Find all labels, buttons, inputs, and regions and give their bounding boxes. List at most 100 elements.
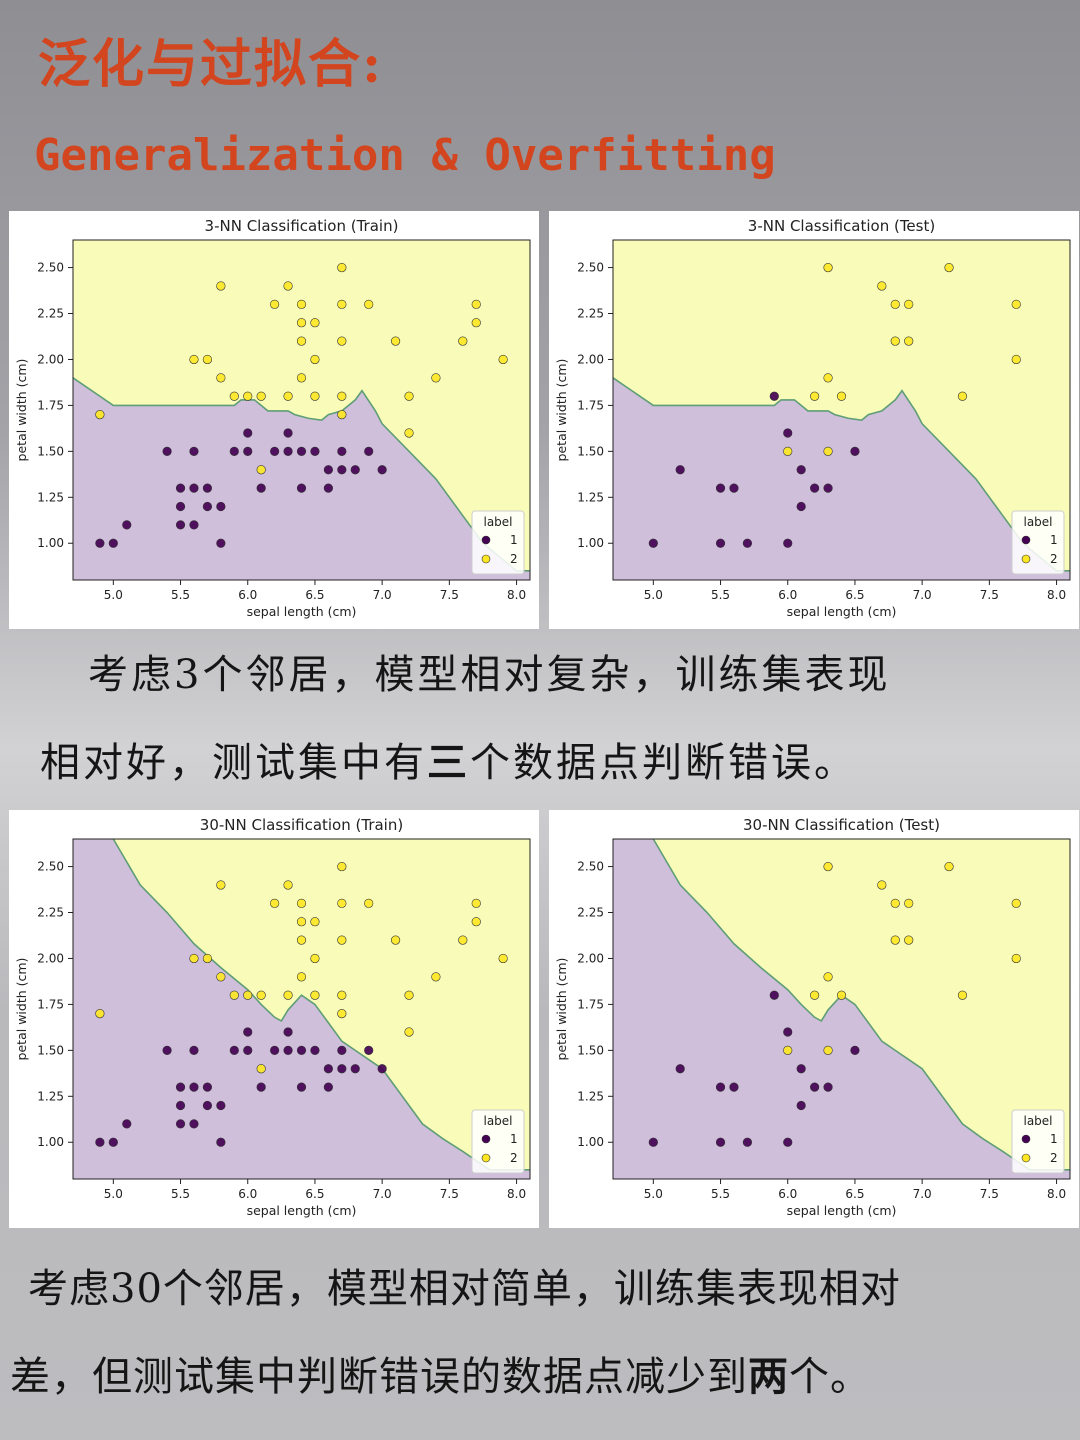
legend-marker-2 bbox=[1021, 1153, 1031, 1163]
chart-title: 3-NN Classification (Train) bbox=[205, 217, 399, 235]
point-class-1 bbox=[810, 483, 820, 493]
point-class-2 bbox=[890, 898, 900, 908]
point-class-2 bbox=[337, 898, 347, 908]
point-class-1 bbox=[337, 446, 347, 456]
x-tick-label: 6.0 bbox=[238, 588, 257, 602]
point-class-2 bbox=[783, 446, 793, 456]
region-class-1 bbox=[73, 377, 530, 580]
point-class-1 bbox=[283, 428, 293, 438]
point-class-1 bbox=[850, 446, 860, 456]
point-class-1 bbox=[742, 1137, 753, 1147]
point-class-2 bbox=[957, 391, 968, 401]
y-tick-label: 1.25 bbox=[577, 490, 604, 504]
y-tick-label: 1.00 bbox=[37, 536, 64, 550]
point-class-2 bbox=[337, 336, 347, 346]
point-class-1 bbox=[377, 1064, 387, 1074]
region-class-1 bbox=[613, 839, 1070, 1179]
x-tick-label: 6.0 bbox=[238, 1187, 257, 1201]
x-tick-label: 5.0 bbox=[104, 1187, 123, 1201]
chart-svg: 30-NN Classification (Test) 5.0 5.5 6.0 6.5 7… bbox=[554, 816, 1071, 1218]
point-class-2 bbox=[296, 917, 307, 927]
point-class-2 bbox=[310, 318, 320, 328]
point-class-2 bbox=[431, 972, 441, 982]
point-class-2 bbox=[890, 935, 900, 945]
point-class-2 bbox=[310, 354, 320, 365]
legend-marker-1 bbox=[1021, 1134, 1031, 1144]
point-class-2 bbox=[216, 880, 226, 890]
legend-marker-1 bbox=[481, 1134, 491, 1144]
point-class-2 bbox=[310, 990, 320, 1000]
point-class-2 bbox=[296, 373, 307, 383]
x-tick-label: 5.5 bbox=[711, 1187, 730, 1201]
chart-30nn-test: 30-NN Classification (Test) 5.0 5.5 6.0 6.5 7… bbox=[549, 810, 1079, 1228]
point-class-2 bbox=[904, 299, 914, 309]
x-tick-label: 6.5 bbox=[305, 1187, 324, 1201]
y-tick-label: 1.75 bbox=[577, 398, 604, 412]
point-class-2 bbox=[404, 391, 414, 401]
point-class-1 bbox=[796, 501, 806, 512]
point-class-1 bbox=[310, 446, 320, 456]
point-class-1 bbox=[729, 1082, 739, 1092]
point-class-1 bbox=[715, 538, 726, 548]
point-class-1 bbox=[364, 1045, 374, 1055]
point-class-2 bbox=[296, 318, 307, 328]
x-tick-label: 5.5 bbox=[711, 588, 730, 602]
x-tick-label: 6.5 bbox=[305, 588, 324, 602]
point-class-2 bbox=[216, 281, 226, 291]
point-class-1 bbox=[270, 446, 280, 456]
point-class-2 bbox=[890, 336, 900, 346]
point-class-2 bbox=[823, 262, 833, 273]
plot-frame bbox=[72, 838, 531, 1180]
x-tick-label: 5.5 bbox=[171, 1187, 190, 1201]
chart-title: 3-NN Classification (Test) bbox=[748, 217, 935, 235]
x-tick-label: 5.0 bbox=[644, 1187, 663, 1201]
legend-label-2: 2 bbox=[510, 1151, 518, 1165]
point-class-1 bbox=[675, 465, 685, 475]
point-class-1 bbox=[108, 1137, 118, 1147]
point-class-2 bbox=[1011, 898, 1021, 908]
point-class-1 bbox=[783, 1027, 793, 1037]
title-chinese: 泛化与过拟合: bbox=[38, 34, 384, 95]
x-tick-label: 5.0 bbox=[104, 588, 123, 602]
region-class-1 bbox=[613, 377, 1070, 580]
point-class-2 bbox=[202, 354, 213, 365]
point-class-2 bbox=[810, 391, 820, 401]
point-class-1 bbox=[323, 465, 333, 475]
y-tick-label: 2.50 bbox=[577, 261, 604, 275]
y-tick-label: 2.50 bbox=[577, 860, 604, 874]
point-class-2 bbox=[216, 972, 226, 982]
point-class-2 bbox=[283, 990, 293, 1000]
y-tick-label: 1.50 bbox=[37, 1043, 64, 1057]
point-class-2 bbox=[296, 336, 307, 346]
point-class-1 bbox=[202, 483, 213, 493]
point-class-1 bbox=[175, 501, 186, 512]
point-class-1 bbox=[270, 1045, 280, 1055]
point-class-2 bbox=[364, 898, 374, 908]
legend-marker-2 bbox=[1021, 554, 1031, 564]
point-class-2 bbox=[1011, 354, 1021, 365]
point-class-1 bbox=[189, 520, 199, 530]
point-class-1 bbox=[175, 1082, 186, 1092]
point-class-1 bbox=[783, 538, 793, 548]
plot-frame bbox=[72, 239, 531, 581]
chart-svg: 3-NN Classification (Train) 5.0 5.5 6.0 6.5 7… bbox=[14, 217, 531, 619]
point-class-2 bbox=[256, 391, 266, 401]
point-class-2 bbox=[1011, 299, 1021, 309]
point-class-2 bbox=[957, 990, 968, 1000]
plot-frame bbox=[612, 239, 1071, 581]
point-class-1 bbox=[243, 428, 253, 438]
point-class-1 bbox=[742, 538, 753, 548]
x-tick-label: 7.0 bbox=[913, 1187, 932, 1201]
x-tick-label: 8.0 bbox=[1047, 1187, 1066, 1201]
x-tick-label: 7.0 bbox=[373, 588, 392, 602]
region-class-1 bbox=[73, 839, 530, 1179]
legend-label-1: 1 bbox=[1050, 533, 1058, 547]
point-class-1 bbox=[175, 1100, 186, 1111]
point-class-1 bbox=[377, 465, 387, 475]
point-class-1 bbox=[350, 1064, 360, 1074]
point-class-2 bbox=[229, 990, 239, 1000]
point-class-2 bbox=[498, 354, 508, 365]
caption-3nn-line1: 考虑3个邻居，模型相对复杂，训练集表现 bbox=[88, 652, 891, 698]
point-class-2 bbox=[189, 953, 199, 964]
point-class-1 bbox=[122, 520, 132, 530]
